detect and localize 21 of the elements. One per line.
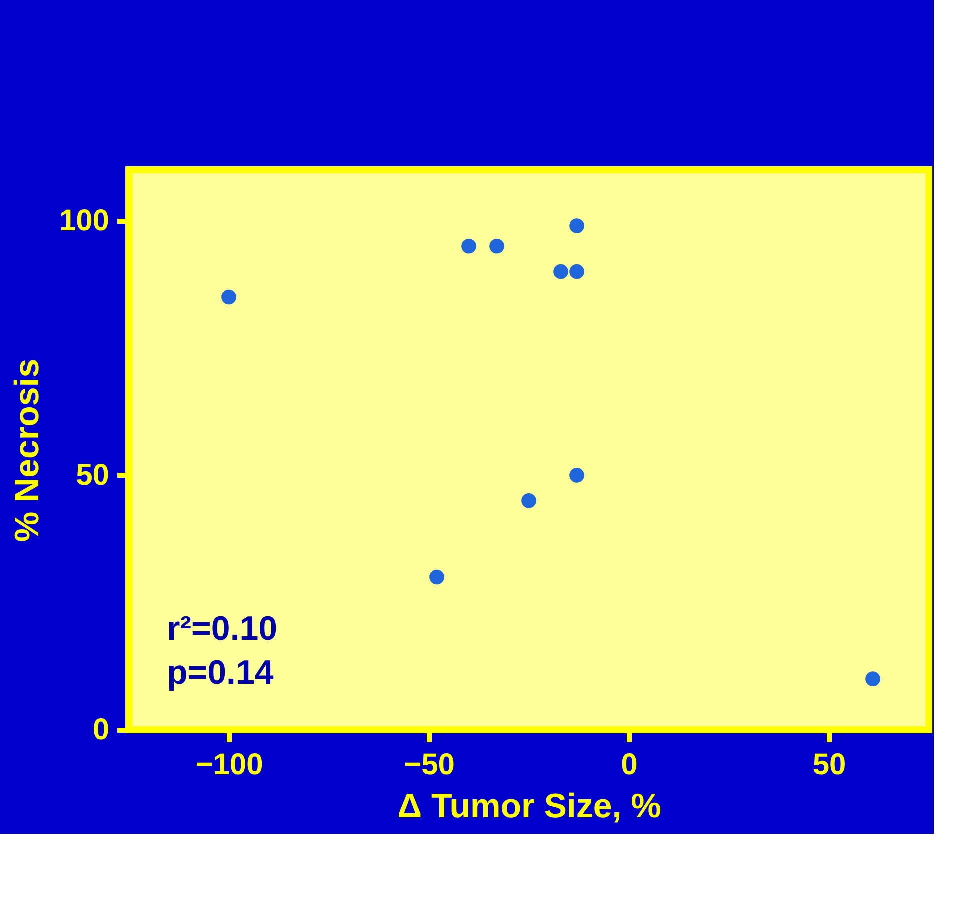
x-tick-label: 0 [621,748,638,782]
point [554,264,568,280]
y-tick-label: 50 [76,458,110,492]
point [570,264,584,280]
point [522,494,536,508]
point [430,570,444,585]
y-axis-title: % Necrosis [8,358,46,542]
annotation: p=0.14 [167,654,274,692]
x-tick-label: −50 [404,748,455,782]
point [222,290,236,305]
y-tick-label: 0 [92,714,110,746]
y-tick-label: 100 [59,204,110,238]
x-axis-title: Δ Tumor Size, % [398,788,662,826]
x-tick-label: −100 [196,748,264,782]
point [866,672,880,686]
annotation: r²=0.10 [167,610,278,648]
point [462,238,476,254]
point [570,468,584,483]
point [570,218,584,234]
x-tick-label: 50 [812,748,846,782]
point [490,238,504,254]
